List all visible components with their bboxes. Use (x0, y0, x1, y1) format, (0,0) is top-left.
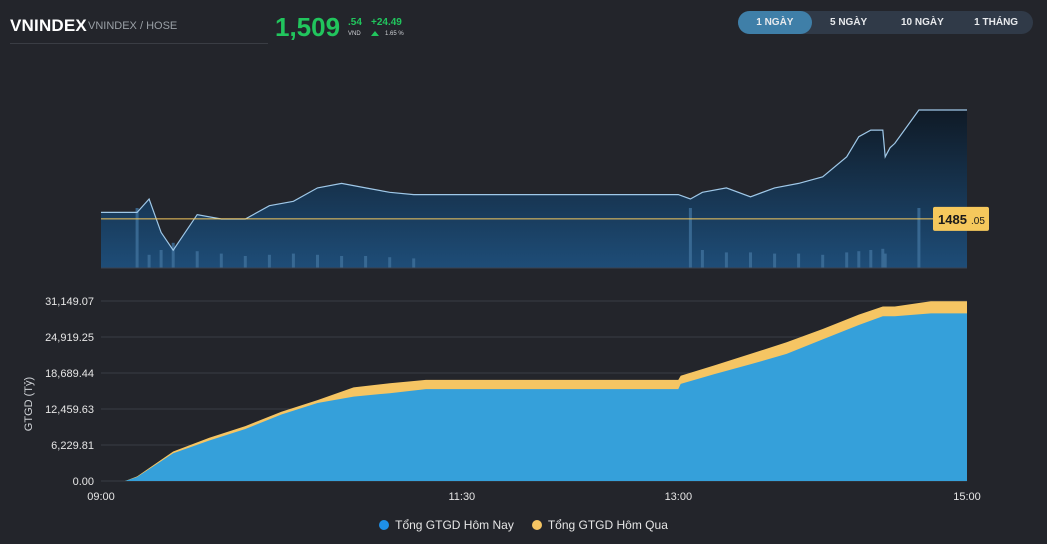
reference-tag (933, 206, 989, 231)
volume-bar (821, 254, 825, 268)
volume-bar (159, 250, 163, 268)
y-axis-ticks: 31,149.07 24,919.25 18,689.44 12,459.63 6,22… (45, 296, 94, 488)
y-tick-label: 0.00 (73, 476, 94, 488)
reference-label-decimal: .05 (971, 216, 985, 227)
tab-5-days[interactable]: 5 NGÀY (830, 17, 868, 28)
volume-bar (243, 256, 247, 268)
y-tick-label: 24,919.25 (45, 332, 94, 344)
volume-bar (881, 248, 885, 268)
volume-bar (388, 257, 392, 268)
volume-bar (797, 253, 801, 268)
volume-bar (749, 252, 752, 268)
x-tick-label: 11:30 (448, 491, 475, 503)
volume-bar (364, 256, 368, 268)
up-arrow-icon (371, 31, 379, 36)
volume-bar (857, 251, 861, 268)
volume-bar (135, 208, 139, 268)
volume-bar (340, 256, 344, 268)
legend-item-today[interactable]: Tổng GTGD Hôm Nay (379, 518, 514, 532)
y-tick-label: 31,149.07 (45, 296, 94, 308)
header-divider (10, 43, 268, 44)
range-tabs: 1 NGÀY 5 NGÀY 10 NGÀY 1 THÁNG (738, 11, 1033, 34)
price-change-percent: 1.65 % (385, 31, 404, 37)
legend-item-yesterday[interactable]: Tổng GTGD Hôm Qua (531, 518, 668, 532)
price-area (101, 110, 967, 268)
x-tick-label: 15:00 (953, 491, 981, 503)
index-symbol: VNINDEX (10, 16, 87, 35)
volume-bar (195, 251, 199, 268)
volume-bar (219, 253, 223, 268)
chart-legend: Tổng GTGD Hôm Nay Tổng GTGD Hôm Qua (0, 518, 1047, 532)
volume-bar (171, 242, 175, 268)
volume-bar (267, 254, 271, 268)
legend-dot-today (379, 520, 390, 530)
volume-bar (688, 208, 692, 268)
reference-label: 1485 (938, 212, 967, 227)
y-tick-label: 12,459.63 (45, 404, 94, 416)
volume-bar (883, 253, 887, 268)
volume-bar (773, 253, 777, 268)
tab-10-days[interactable]: 10 NGÀY (900, 17, 944, 28)
price-currency: VND (348, 31, 361, 37)
y-tick-label: 18,689.44 (45, 368, 94, 380)
volume-bar (917, 208, 921, 268)
index-exchange: VNINDEX / HOSE (88, 20, 178, 32)
legend-label-today: Tổng GTGD Hôm Nay (395, 518, 514, 532)
volume-bar (724, 252, 728, 268)
volume-bar (412, 258, 416, 268)
y-axis-label: GTGD (Tỷ) (23, 377, 35, 431)
x-tick-label: 13:00 (665, 491, 693, 503)
volume-bar (869, 250, 873, 268)
legend-label-yesterday: Tổng GTGD Hôm Qua (547, 518, 668, 532)
price-line (101, 109, 967, 252)
x-axis-ticks: 09:00 11:30 13:00 15:00 (87, 491, 981, 503)
series-today-area (101, 313, 967, 481)
price-change: +24.49 (371, 17, 402, 28)
volume-bar (700, 250, 704, 268)
price-integer: 1,509 (275, 12, 341, 42)
x-tick-label: 09:00 (87, 491, 115, 503)
legend-dot-yesterday (531, 520, 542, 530)
tab-1-month[interactable]: 1 THÁNG (974, 17, 1019, 28)
volume-bar (845, 252, 849, 268)
volume-bar (291, 253, 295, 268)
volume-bars (135, 208, 921, 268)
price-decimal: .54 (348, 17, 362, 28)
volume-bar (316, 254, 319, 268)
volume-bar (147, 254, 151, 268)
tab-1-day[interactable]: 1 NGÀY (738, 11, 812, 34)
y-tick-label: 6,229.81 (51, 440, 94, 452)
